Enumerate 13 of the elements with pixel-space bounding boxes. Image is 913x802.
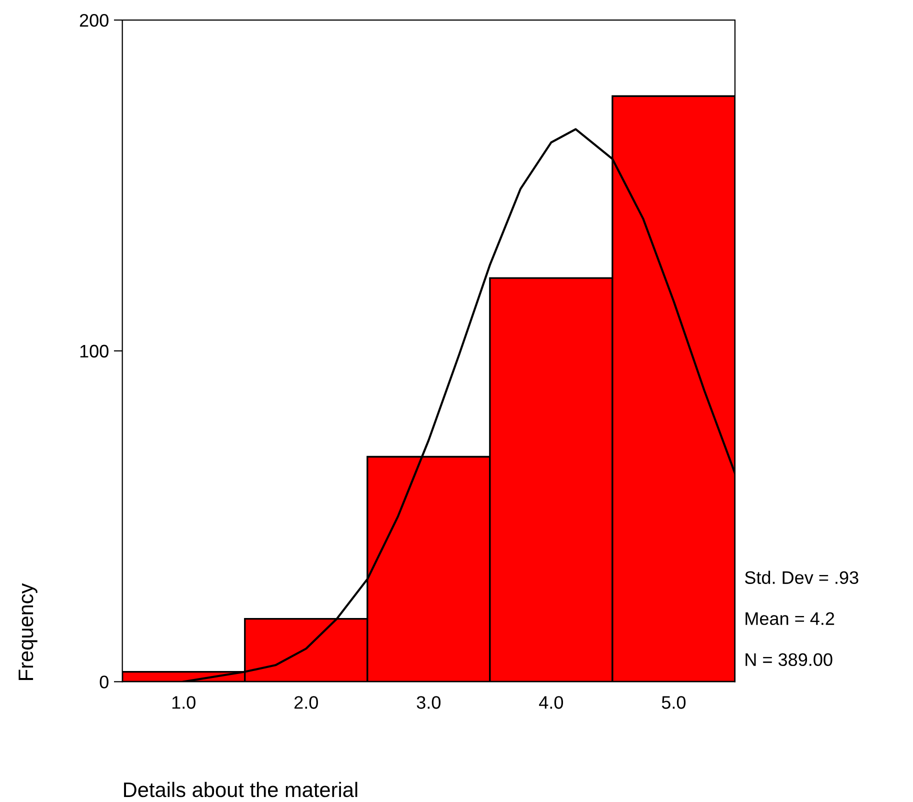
y-tick-label: 200 — [80, 14, 108, 27]
x-axis-title: Details about the material — [124, 782, 358, 798]
y-axis-title: Frequency — [18, 583, 38, 680]
text: N = 389.00 — [746, 653, 832, 666]
y-tick-label: 100 — [80, 344, 108, 358]
x-tick-label: 2.0 — [294, 696, 318, 709]
y-tick-label: 0 — [100, 676, 108, 688]
x-tick-label: 4.0 — [539, 696, 564, 709]
text: Std. Dev = .93 — [744, 570, 858, 584]
x-tick-label: 5.0 — [662, 696, 686, 709]
text: Mean = 4.2 — [746, 612, 834, 626]
x-tick-label: 3.0 — [416, 696, 440, 709]
x-tick-label: 1.0 — [172, 696, 196, 709]
